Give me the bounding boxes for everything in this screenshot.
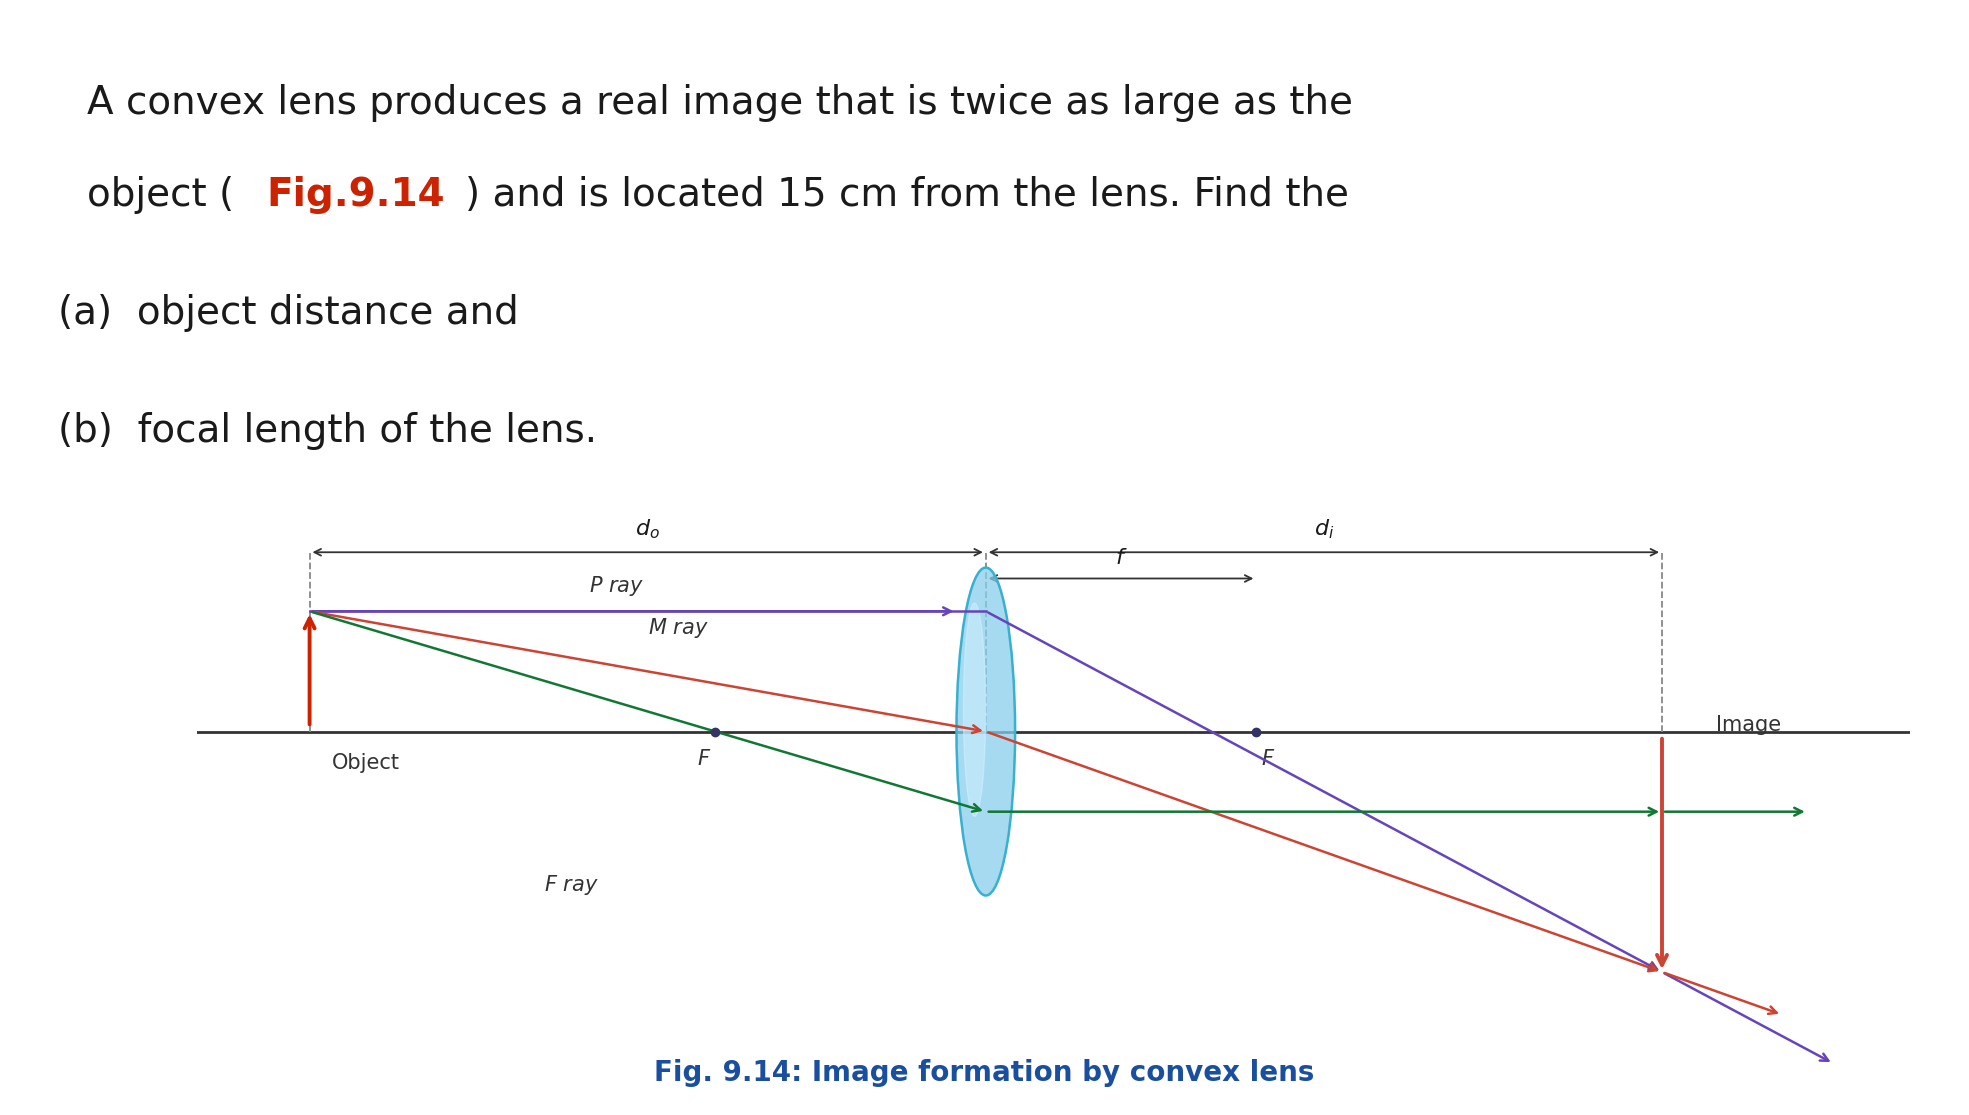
Text: $P$ ray: $P$ ray	[589, 574, 644, 598]
Text: $d_i$: $d_i$	[1313, 517, 1335, 541]
Ellipse shape	[957, 568, 1016, 895]
Text: (a)  object distance and: (a) object distance and	[59, 294, 520, 332]
Text: $F$: $F$	[697, 749, 711, 769]
Text: Fig. 9.14: Image formation by convex lens: Fig. 9.14: Image formation by convex len…	[654, 1059, 1315, 1087]
Text: $M$ ray: $M$ ray	[648, 615, 709, 640]
Text: object (: object (	[87, 176, 234, 214]
Text: $d_o$: $d_o$	[636, 517, 660, 541]
Text: Fig.9.14: Fig.9.14	[266, 176, 445, 214]
Text: $f$: $f$	[1114, 547, 1128, 568]
Text: Object: Object	[333, 754, 400, 774]
Ellipse shape	[963, 603, 986, 816]
Text: $F$: $F$	[1260, 749, 1276, 769]
Text: $F$ ray: $F$ ray	[543, 873, 599, 896]
Text: ) and is located 15 cm from the lens. Find the: ) and is located 15 cm from the lens. Fi…	[465, 176, 1349, 214]
Text: A convex lens produces a real image that is twice as large as the: A convex lens produces a real image that…	[87, 84, 1353, 122]
Text: Image: Image	[1717, 715, 1782, 735]
Text: (b)  focal length of the lens.: (b) focal length of the lens.	[59, 413, 597, 450]
